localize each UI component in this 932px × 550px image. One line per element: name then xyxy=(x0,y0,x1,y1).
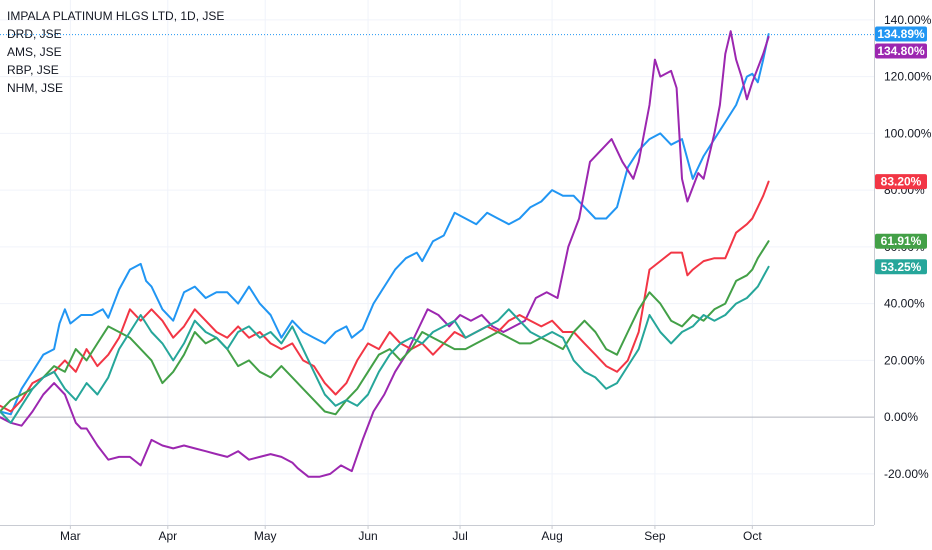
y-tick-label: 120.00% xyxy=(884,70,932,84)
x-tick-label: Aug xyxy=(541,529,562,543)
legend: IMPALA PLATINUM HLGS LTD, 1D, JSE DRD, J… xyxy=(7,7,224,97)
x-tick-label: Oct xyxy=(743,529,762,543)
legend-item: IMPALA PLATINUM HLGS LTD, 1D, JSE xyxy=(7,9,225,23)
last-value-label: 134.80% xyxy=(877,44,925,58)
last-value-label: 83.20% xyxy=(881,175,922,189)
last-value-badge xyxy=(875,26,927,42)
last-value-label: 53.25% xyxy=(881,260,922,274)
last-value-label: 134.89% xyxy=(877,27,925,41)
x-tick-label: Apr xyxy=(158,529,177,543)
x-tick-label: May xyxy=(254,529,277,543)
y-tick-label: 0.00% xyxy=(884,410,918,424)
series-line xyxy=(0,240,770,416)
y-tick-label: 140.00% xyxy=(884,13,932,27)
legend-item: AMS, JSE xyxy=(7,45,62,59)
last-value-label: 61.91% xyxy=(881,234,922,248)
legend-item: DRD, JSE xyxy=(7,27,62,41)
x-tick-label: Jul xyxy=(452,529,467,543)
series-line xyxy=(0,30,770,478)
last-value-labels: 134.89% 134.80% 83.20% 61.91% 53.25% xyxy=(875,26,927,275)
x-tick-label: Mar xyxy=(60,529,81,543)
y-tick-label: 20.00% xyxy=(884,353,925,367)
y-tick-label: 40.00% xyxy=(884,297,925,311)
last-value-badge xyxy=(875,43,927,59)
x-tick-label: Sep xyxy=(644,529,666,543)
legend-item: NHM, JSE xyxy=(7,81,64,95)
last-value-badge xyxy=(875,174,927,190)
y-tick-label: -20.00% xyxy=(884,467,929,481)
legend-item: RBP, JSE xyxy=(7,63,59,77)
last-value-badge xyxy=(875,233,927,249)
x-tick-label: Jun xyxy=(358,529,377,543)
series-lines xyxy=(0,30,770,478)
last-value-badge xyxy=(875,259,927,275)
grid xyxy=(0,0,874,525)
series-line xyxy=(0,265,770,424)
series-line xyxy=(0,33,770,416)
y-tick-label: 100.00% xyxy=(884,126,932,140)
